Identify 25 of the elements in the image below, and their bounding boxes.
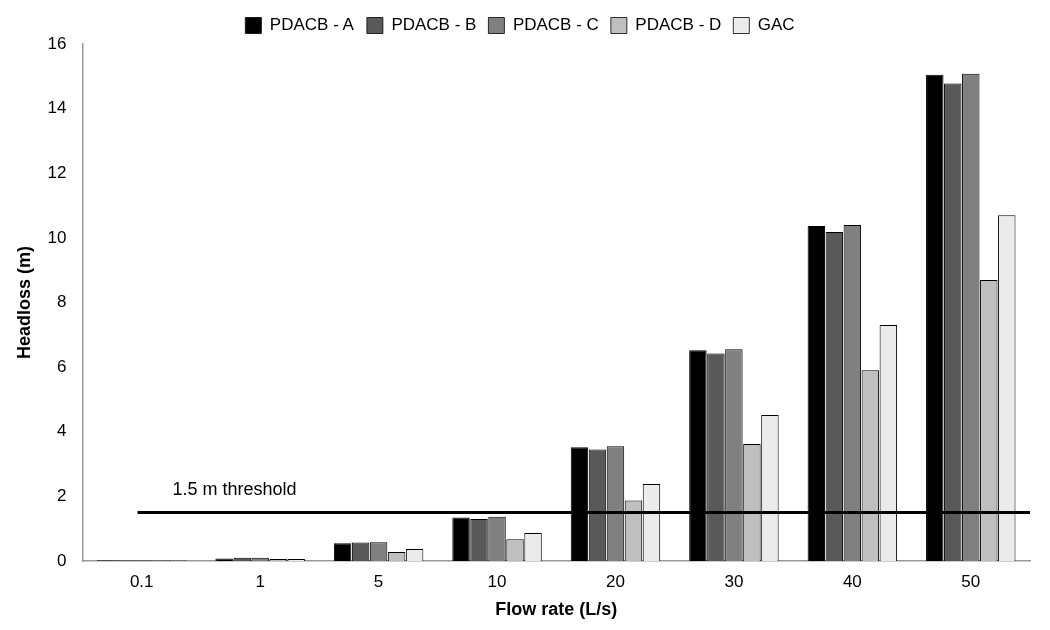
- x-tick-label: 10: [487, 571, 507, 591]
- y-tick-label: 0: [57, 550, 67, 570]
- x-tick-label: 50: [961, 571, 981, 591]
- legend-label: PDACB - B: [391, 15, 477, 35]
- legend-label: PDACB - C: [512, 15, 599, 35]
- y-tick-label: 12: [47, 162, 67, 182]
- legend-label: PDACB - A: [269, 15, 355, 35]
- x-tick-label: 1: [255, 571, 265, 591]
- x-tick-label: 0.1: [129, 571, 154, 591]
- x-tick-label: 20: [606, 571, 625, 591]
- y-tick-label: 2: [57, 486, 67, 506]
- legend-label: PDACB - D: [635, 15, 722, 35]
- y-tick-label: 10: [47, 227, 67, 247]
- y-tick-label: 4: [57, 421, 67, 441]
- x-tick-label: 40: [842, 571, 862, 591]
- x-tick-label: 5: [373, 571, 384, 591]
- y-tick-label: 6: [57, 356, 67, 376]
- x-axis-title: Flow rate (L/s): [495, 599, 618, 620]
- ref-line-label: 1.5 m threshold: [172, 478, 297, 499]
- y-axis-title: Headloss (m): [13, 245, 34, 360]
- y-tick-label: 14: [47, 98, 67, 118]
- x-tick-label: 30: [724, 571, 744, 591]
- y-tick-label: 16: [47, 33, 67, 53]
- legend-label: GAC: [757, 15, 795, 35]
- y-tick-label: 8: [57, 292, 67, 312]
